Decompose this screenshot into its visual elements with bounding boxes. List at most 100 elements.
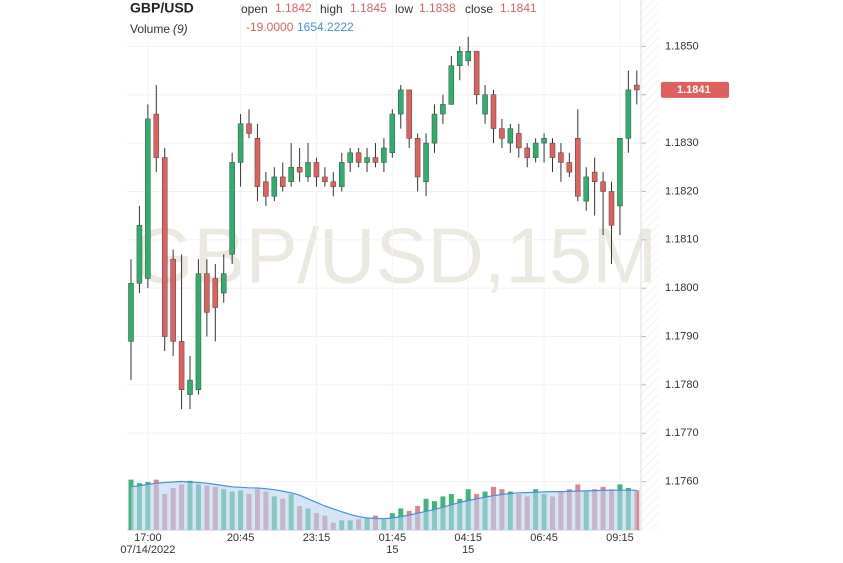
y-tick-label: 1.1850 (665, 40, 699, 52)
volume-period: (9) (173, 22, 188, 36)
x-tick-label: 20:45 (227, 532, 255, 544)
x-tick-sublabel: 07/14/2022 (120, 544, 175, 556)
watermark: GBP/USD,15M (133, 212, 657, 300)
candle-body (263, 181, 269, 197)
x-tick-label: 17:00 (134, 532, 162, 544)
candle-body (246, 123, 252, 134)
candle-body (414, 138, 421, 178)
y-tick-label: 1.1790 (665, 330, 699, 342)
low-label: low (395, 2, 413, 16)
candle-body (465, 50, 471, 62)
candle-body (583, 176, 589, 202)
candle-body (355, 152, 362, 163)
candle-body (617, 138, 623, 207)
candle-body (591, 171, 598, 183)
candle-body (575, 138, 581, 197)
candle-body (431, 113, 438, 144)
candle-body (145, 118, 151, 279)
candle-body (364, 157, 370, 163)
candle-body (490, 94, 497, 129)
close-label: close (465, 2, 493, 16)
y-tick-label: 1.1770 (665, 427, 699, 439)
candle-body (161, 157, 168, 337)
plot: 1.18501.18401.18301.18201.18101.18001.17… (120, 0, 729, 556)
candle-body (330, 181, 337, 187)
y-tick-label: 1.1830 (665, 137, 699, 149)
candle-body (305, 162, 311, 178)
candle-body (440, 104, 446, 115)
close-value: 1.1841 (500, 1, 537, 15)
x-tick-label: 09:15 (606, 532, 634, 544)
candle-body (532, 142, 539, 158)
volume-ma-area (131, 481, 637, 530)
candle-body (406, 89, 412, 139)
candle-body (237, 123, 244, 163)
candle-body (347, 152, 353, 163)
candle-body (212, 278, 219, 308)
candle-body (516, 133, 522, 149)
candle-body (389, 113, 396, 154)
candle-body (195, 273, 202, 390)
candle-body (204, 273, 210, 313)
y-tick-label: 1.1810 (665, 234, 699, 246)
candle-body (128, 283, 134, 342)
x-tick-label: 04:15 (454, 532, 482, 544)
y-tick-label: 1.1780 (665, 379, 699, 391)
candle-body (473, 50, 480, 95)
high-value: 1.1845 (350, 1, 387, 15)
candle-body (153, 113, 160, 158)
volume-ma-value: 1654.2222 (297, 20, 354, 34)
candle-body (457, 50, 463, 66)
candle-body (423, 142, 429, 183)
y-tick-label: 1.1760 (665, 476, 699, 488)
high-label: high (320, 2, 343, 16)
symbol: GBP/USD (130, 0, 194, 16)
candle-body (322, 176, 328, 183)
candle-body (339, 162, 345, 187)
candle-body (178, 341, 185, 390)
volume-label: Volume (130, 22, 170, 36)
x-tick-label: 06:45 (530, 532, 558, 544)
candle-body (187, 379, 193, 395)
candle-body (541, 138, 547, 144)
candle-body (271, 176, 278, 197)
volume-change: -19.0000 (246, 20, 294, 34)
price-tag-bg (661, 81, 729, 98)
candle-body (170, 258, 176, 342)
y-tick-label: 1.1800 (665, 282, 699, 294)
candle-body (524, 147, 530, 158)
candle-body (499, 128, 505, 139)
candle-body (608, 191, 615, 226)
candle-body (279, 176, 286, 187)
price-tag: 1.1841 (677, 84, 711, 96)
candle-body (136, 225, 143, 284)
open-label: open (241, 2, 268, 16)
x-tick-sublabel: 15 (386, 544, 398, 556)
candle-body (254, 138, 261, 187)
candle-body (549, 142, 556, 158)
candle-body (229, 162, 235, 255)
x-tick-sublabel: 15 (462, 544, 474, 556)
x-tick-label: 23:15 (303, 532, 331, 544)
candle-body (313, 162, 320, 178)
open-value: 1.1842 (275, 1, 312, 15)
candle-body (296, 167, 303, 173)
candle-body (220, 273, 227, 294)
candle-body (288, 167, 294, 183)
candle-body (372, 157, 379, 163)
future-area (641, 0, 659, 530)
low-value: 1.1838 (419, 1, 456, 15)
candle-body (507, 128, 514, 144)
candle-body (566, 162, 573, 173)
candle-body (558, 152, 564, 163)
candle-body (398, 89, 404, 115)
volume-ma-line (130, 480, 637, 520)
candle-body (482, 94, 488, 115)
y-tick-label: 1.1820 (665, 185, 699, 197)
candle-body (448, 65, 455, 105)
candle-body (625, 89, 632, 139)
candle-body (381, 147, 387, 163)
x-tick-label: 01:45 (379, 532, 407, 544)
candle-body (634, 84, 640, 91)
